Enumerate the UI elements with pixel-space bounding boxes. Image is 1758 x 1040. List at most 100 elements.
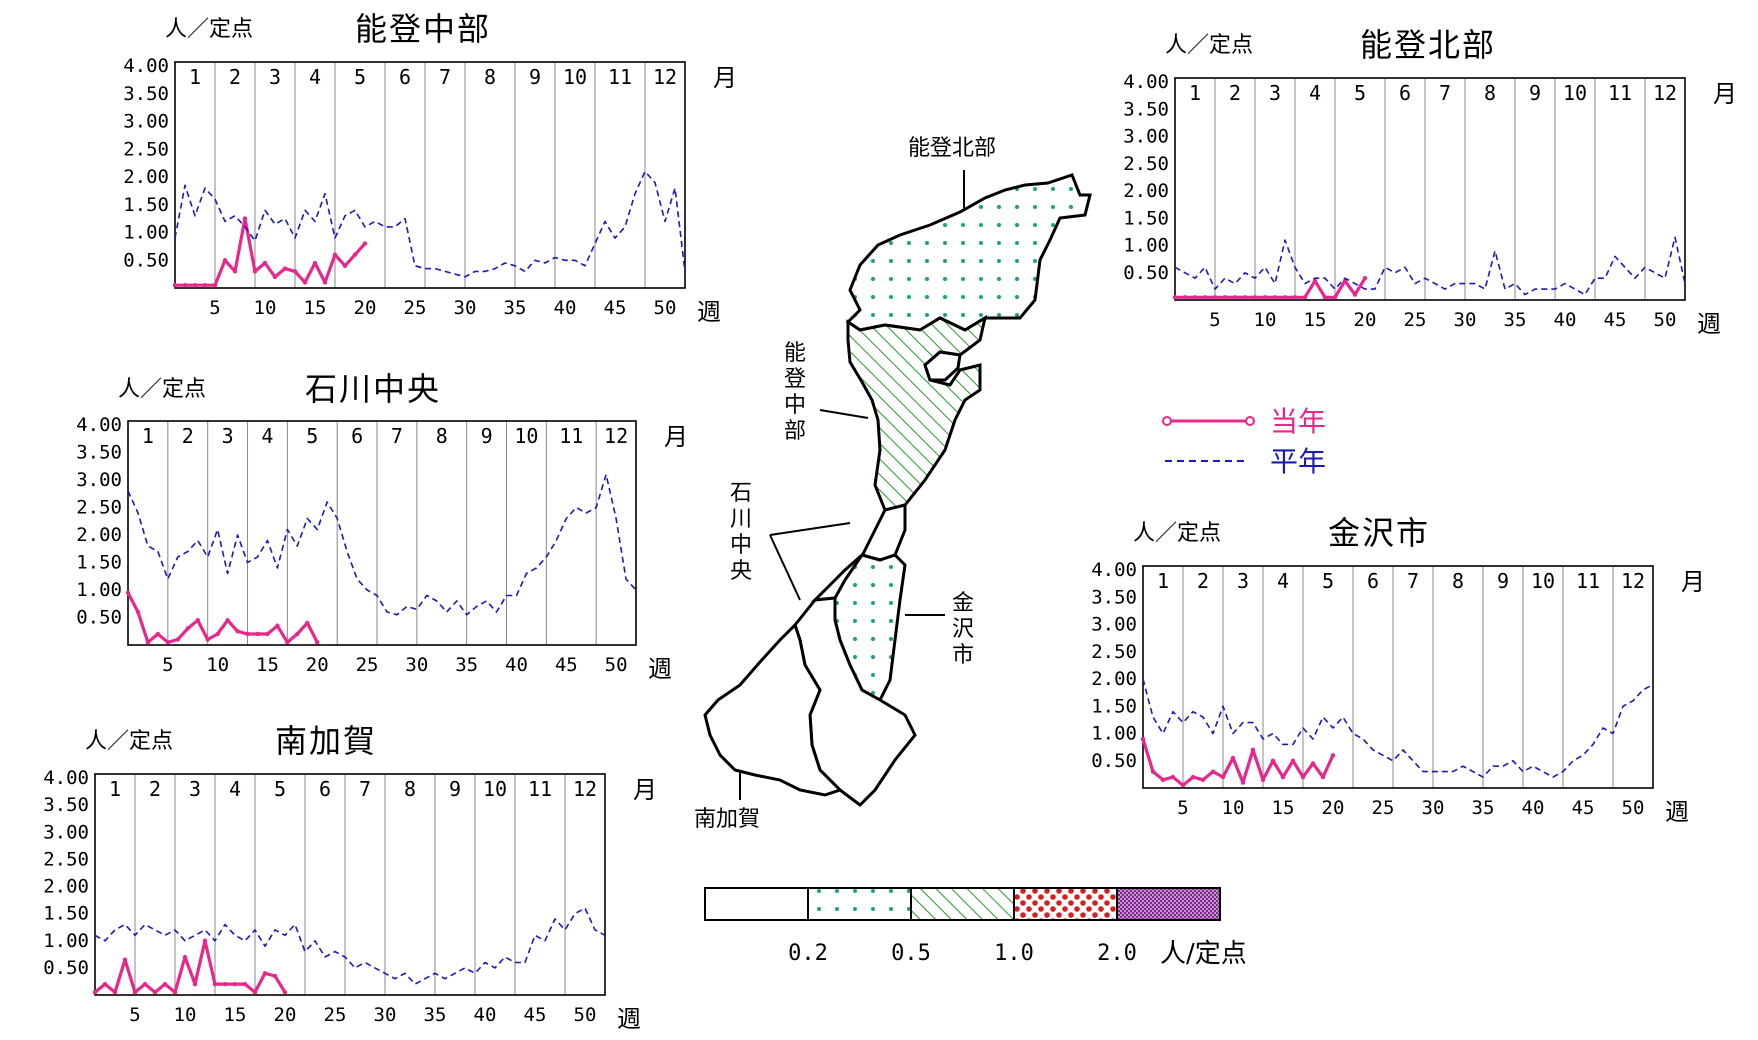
- y-tick-label: 1.50: [1123, 207, 1169, 229]
- data-point-current: [222, 981, 228, 987]
- data-point-current: [185, 626, 190, 631]
- month-label: 3: [1237, 569, 1249, 593]
- month-label: 1: [109, 777, 121, 801]
- x-tick-label: 20: [354, 297, 377, 319]
- data-point-current: [1362, 276, 1368, 281]
- data-point-current: [155, 631, 161, 637]
- scale-unit: 人/定点: [1160, 939, 1247, 969]
- data-point-current: [1242, 295, 1248, 300]
- data-point-current: [202, 938, 208, 943]
- data-point-current: [235, 629, 240, 634]
- week-axis-word: 週: [697, 298, 721, 326]
- x-tick-label: 30: [1422, 797, 1445, 819]
- month-label: 2: [1197, 569, 1209, 593]
- data-point-current: [352, 252, 358, 257]
- y-axis-unit: 人／定点: [165, 17, 253, 42]
- data-point-current: [1262, 295, 1268, 300]
- week-axis-word: 週: [617, 1005, 641, 1033]
- data-point-current: [172, 990, 178, 995]
- month-label: 9: [481, 424, 493, 448]
- scale-box-5: [1116, 887, 1221, 921]
- x-tick-label: 15: [224, 1004, 247, 1026]
- month-label: 7: [439, 65, 451, 89]
- month-label: 1: [1189, 81, 1201, 105]
- y-tick-label: 1.00: [76, 579, 122, 601]
- data-point-current: [255, 631, 260, 637]
- month-label: 7: [1439, 81, 1451, 105]
- y-tick-label: 4.00: [123, 55, 169, 77]
- x-tick-label: 10: [1254, 309, 1277, 331]
- data-point-current: [252, 269, 258, 274]
- y-tick-label: 3.50: [1091, 586, 1137, 608]
- x-tick-label: 10: [206, 654, 229, 676]
- data-point-current: [182, 283, 188, 288]
- month-label: 5: [1322, 569, 1334, 593]
- x-tick-label: 45: [524, 1004, 547, 1026]
- data-point-current: [302, 280, 308, 285]
- month-label: 4: [1277, 569, 1289, 593]
- y-tick-label: 3.50: [1123, 98, 1169, 120]
- data-point-current: [122, 957, 128, 962]
- data-point-current: [195, 618, 200, 623]
- month-label: 11: [1576, 569, 1600, 593]
- data-point-current: [162, 981, 168, 987]
- data-point-current: [1260, 777, 1266, 783]
- scale-box-1: [704, 887, 809, 921]
- x-tick-label: 35: [455, 654, 478, 676]
- month-label: 12: [604, 424, 628, 448]
- legend-current-marker-start: [1162, 416, 1172, 426]
- month-axis-word: 月: [633, 776, 657, 804]
- plot-frame: [1142, 565, 1654, 789]
- data-point-current: [1352, 292, 1358, 297]
- leader-ishikawa-chuo-b: [769, 534, 801, 601]
- x-tick-label: 10: [174, 1004, 197, 1026]
- month-label: 8: [484, 65, 496, 89]
- month-label: 1: [1157, 569, 1169, 593]
- month-label: 6: [1399, 81, 1411, 105]
- map-label-noto-chubu-2: 登: [784, 367, 806, 392]
- data-point-current: [232, 981, 238, 987]
- month-label: 10: [563, 65, 587, 89]
- data-point-current: [182, 954, 188, 960]
- series-line-current: [1175, 277, 1367, 299]
- x-tick-label: 30: [454, 297, 477, 319]
- y-tick-label: 0.50: [1123, 262, 1169, 284]
- series-line-average: [1174, 236, 1686, 296]
- y-tick-label: 3.50: [123, 83, 169, 105]
- x-tick-label: 20: [274, 1004, 297, 1026]
- map-region-minami-kaga: [703, 622, 843, 797]
- month-axis-word: 月: [1681, 568, 1705, 596]
- month-label: 2: [182, 424, 194, 448]
- chart-title: 南加賀: [275, 722, 377, 760]
- x-tick-label: 5: [1209, 309, 1220, 331]
- data-point-current: [362, 241, 368, 246]
- scale-tick-3: 1.0: [994, 941, 1034, 966]
- scale-tick-1: 0.2: [788, 941, 828, 966]
- x-tick-label: 40: [505, 654, 528, 676]
- y-tick-label: 3.00: [1091, 614, 1137, 636]
- month-label: 2: [229, 65, 241, 89]
- y-tick-label: 1.50: [1091, 695, 1137, 717]
- chart-title: 石川中央: [305, 370, 441, 408]
- data-point-current: [212, 283, 218, 288]
- y-tick-label: 1.50: [76, 552, 122, 574]
- data-point-current: [152, 990, 158, 995]
- data-point-current: [1210, 769, 1216, 774]
- map-region-noto-chubu: [846, 314, 988, 512]
- y-tick-label: 3.00: [1123, 126, 1169, 148]
- y-tick-label: 3.00: [76, 469, 122, 491]
- legend-current-marker-end: [1245, 416, 1255, 426]
- month-label: 3: [222, 424, 234, 448]
- map-label-kanazawa-1: 金: [952, 591, 974, 616]
- series-line-current: [175, 217, 367, 287]
- y-tick-label: 3.50: [76, 442, 122, 464]
- scale-tick-4: 2.0: [1097, 941, 1137, 966]
- month-label: 10: [483, 777, 507, 801]
- x-tick-label: 20: [306, 654, 329, 676]
- data-point-current: [192, 283, 198, 288]
- y-axis-unit: 人／定点: [1133, 521, 1221, 546]
- data-point-current: [342, 263, 348, 268]
- x-tick-label: 20: [1354, 309, 1377, 331]
- data-point-current: [205, 637, 210, 642]
